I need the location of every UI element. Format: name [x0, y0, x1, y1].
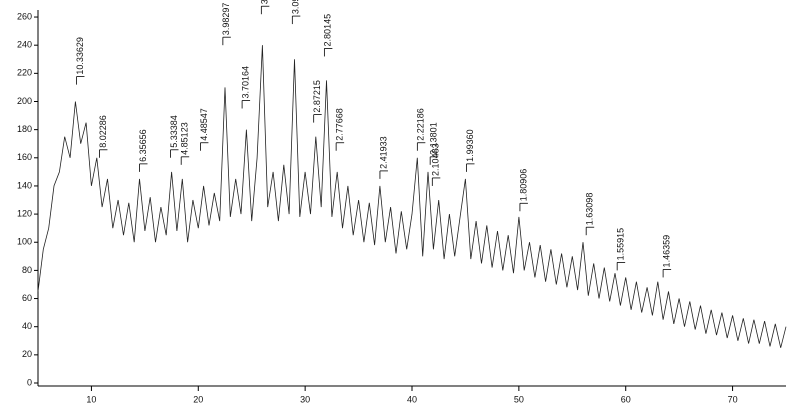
y-tick-label: 200 [17, 96, 32, 106]
peak-label: 2.77668 [335, 108, 345, 141]
y-tick-label: 220 [17, 68, 32, 78]
peak-label: 1.63098 [585, 193, 595, 226]
peak-label: 4.85123 [180, 122, 190, 155]
y-tick-label: 160 [17, 152, 32, 162]
peak-label: 10.33629 [75, 37, 85, 75]
y-tick-label: 20 [22, 349, 32, 359]
x-tick-label: 50 [514, 394, 524, 404]
peak-label: 2.13801 [429, 122, 439, 155]
peak-label: 3.70164 [240, 66, 250, 99]
peak-label: 3.09705 [291, 0, 301, 14]
x-tick-label: 20 [193, 394, 203, 404]
x-tick-label: 10 [86, 394, 96, 404]
peak-label: 2.10483 [431, 143, 441, 176]
peak-label: 8.02286 [98, 115, 108, 148]
peak-label: 1.55915 [616, 228, 626, 261]
pattern-line [37, 45, 787, 348]
x-tick-label: 70 [728, 394, 738, 404]
peak-label: 1.99360 [465, 129, 475, 162]
y-tick-label: 120 [17, 208, 32, 218]
peak-label: 2.41933 [378, 136, 388, 169]
y-tick-label: 260 [17, 11, 32, 21]
peak-label: 6.35656 [138, 129, 148, 162]
y-tick-label: 100 [17, 237, 32, 247]
peak-label: 4.48547 [199, 108, 209, 141]
y-tick-label: 180 [17, 124, 32, 134]
peak-label: 2.87215 [312, 80, 322, 113]
x-tick-label: 60 [621, 394, 631, 404]
y-tick-label: 80 [22, 265, 32, 275]
y-tick-label: 40 [22, 321, 32, 331]
peak-label: 3.98297 [221, 3, 231, 36]
peak-label: 2.80145 [323, 14, 333, 47]
peak-label: 1.80906 [518, 169, 528, 202]
peak-label: 3.44230 [260, 0, 270, 4]
y-tick-label: 60 [22, 293, 32, 303]
x-tick-label: 40 [407, 394, 417, 404]
y-tick-label: 140 [17, 180, 32, 190]
y-tick-label: 240 [17, 40, 32, 50]
peak-label: 5.33384 [169, 115, 179, 148]
peak-label: 1.46359 [661, 235, 671, 268]
x-tick-label: 30 [300, 394, 310, 404]
peak-label: 2.22186 [416, 108, 426, 141]
y-tick-label: 0 [27, 377, 32, 387]
